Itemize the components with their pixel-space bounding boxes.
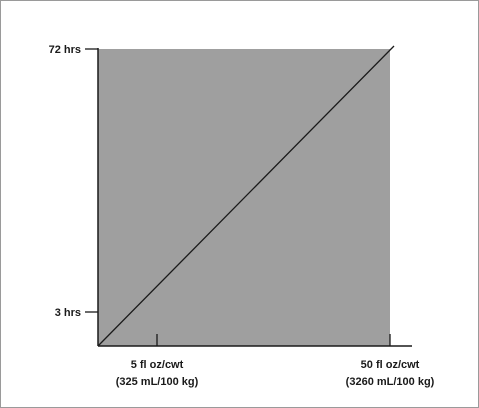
- x-tick-sublabel: (325 mL/100 kg): [116, 376, 199, 388]
- y-tick-label: 72 hrs: [49, 44, 81, 56]
- series-line: [97, 45, 395, 347]
- x-ticks: 5 fl oz/cwt (325 mL/100 kg) 50 fl oz/cwt (3…: [116, 334, 435, 388]
- x-tick-label: 50 fl oz/cwt: [361, 359, 420, 371]
- x-tick-label: 5 fl oz/cwt: [131, 359, 184, 371]
- y-ticks: 3 hrs 72 hrs: [49, 44, 98, 319]
- x-tick-sublabel: (3260 mL/100 kg): [346, 376, 435, 388]
- y-tick-label: 3 hrs: [55, 307, 81, 319]
